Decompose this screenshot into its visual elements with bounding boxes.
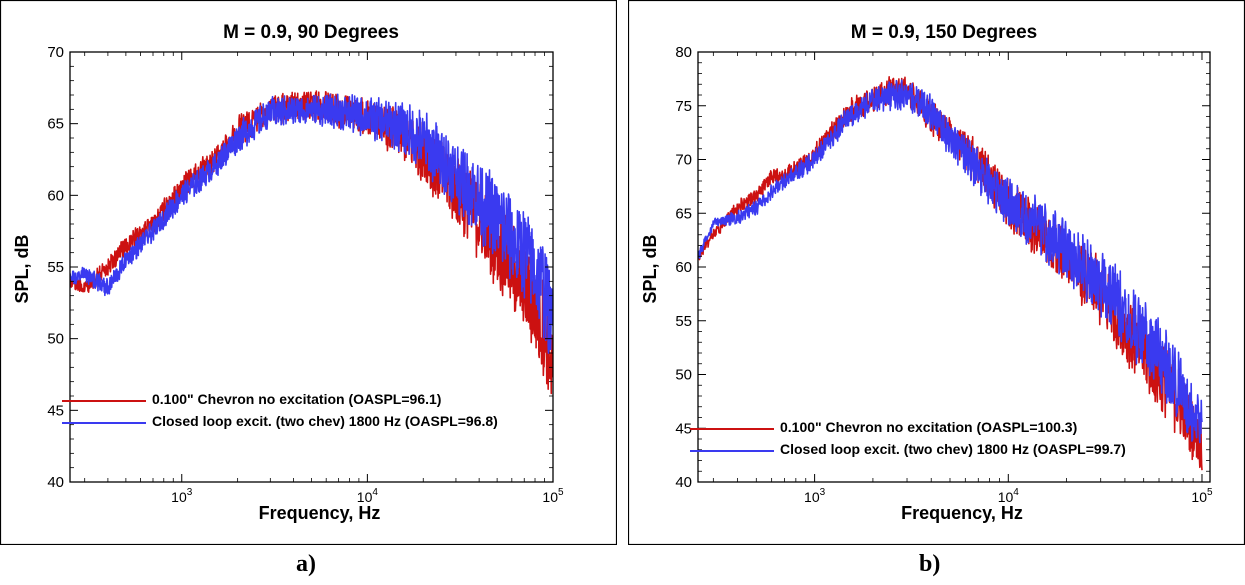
legend-label-1: 0.100" Chevron no excitation (OASPL=96.1… [152, 391, 441, 407]
chart-panel-a: M = 0.9, 90 Degrees 40 45 50 55 60 65 70 103 104 1… [0, 0, 617, 545]
chart-panel-b: M = 0.9, 150 Degrees 40 45 50 55 60 65 70 75 80 10… [628, 0, 1245, 545]
caption-b: b) [919, 551, 941, 577]
x-tick-label: 105 [542, 487, 564, 505]
y-tick-label: 70 [675, 152, 692, 169]
series-line-2 [70, 93, 553, 354]
y-tick-label: 60 [675, 259, 692, 276]
y-tick-label: 45 [675, 420, 692, 437]
x-axis-label: Frequency, Hz [901, 503, 1023, 523]
chart-title: M = 0.9, 150 Degrees [851, 22, 1037, 43]
y-tick-label: 50 [675, 367, 692, 384]
legend-label-1: 0.100" Chevron no excitation (OASPL=100.… [780, 419, 1077, 435]
chart-svg: M = 0.9, 150 Degrees 40 45 50 55 60 65 70 75 80 10… [628, 0, 1245, 545]
figure-frame [628, 0, 1245, 545]
y-tick-label: 55 [675, 313, 692, 330]
legend-label-2: Closed loop excit. (two chev) 1800 Hz (O… [152, 413, 498, 429]
y-tick-label: 75 [675, 98, 692, 115]
x-axis-label: Frequency, Hz [259, 503, 381, 523]
y-axis-label: SPL, dB [640, 234, 660, 303]
y-tick-label: 55 [47, 259, 64, 276]
y-tick-label: 60 [47, 187, 64, 204]
x-tick-label: 104 [998, 487, 1020, 505]
legend-label-2: Closed loop excit. (two chev) 1800 Hz (O… [780, 441, 1126, 457]
y-tick-label: 40 [47, 474, 64, 491]
chart-svg: M = 0.9, 90 Degrees 40 45 50 55 60 65 70 103 104 1… [0, 0, 617, 545]
x-tick-label: 104 [357, 487, 379, 505]
y-tick-label: 70 [47, 44, 64, 61]
caption-a: a) [296, 551, 316, 577]
x-tick-label: 105 [1191, 487, 1213, 505]
x-tick-label: 103 [171, 487, 193, 505]
y-axis-label: SPL, dB [12, 234, 32, 303]
x-tick-label: 103 [804, 487, 826, 505]
y-tick-label: 45 [47, 402, 64, 419]
series-line-2 [698, 79, 1203, 444]
y-tick-label: 80 [675, 44, 692, 61]
chart-title: M = 0.9, 90 Degrees [223, 22, 399, 43]
y-tick-label: 50 [47, 331, 64, 348]
y-tick-label: 40 [675, 474, 692, 491]
y-tick-label: 65 [675, 205, 692, 222]
y-tick-label: 65 [47, 116, 64, 133]
